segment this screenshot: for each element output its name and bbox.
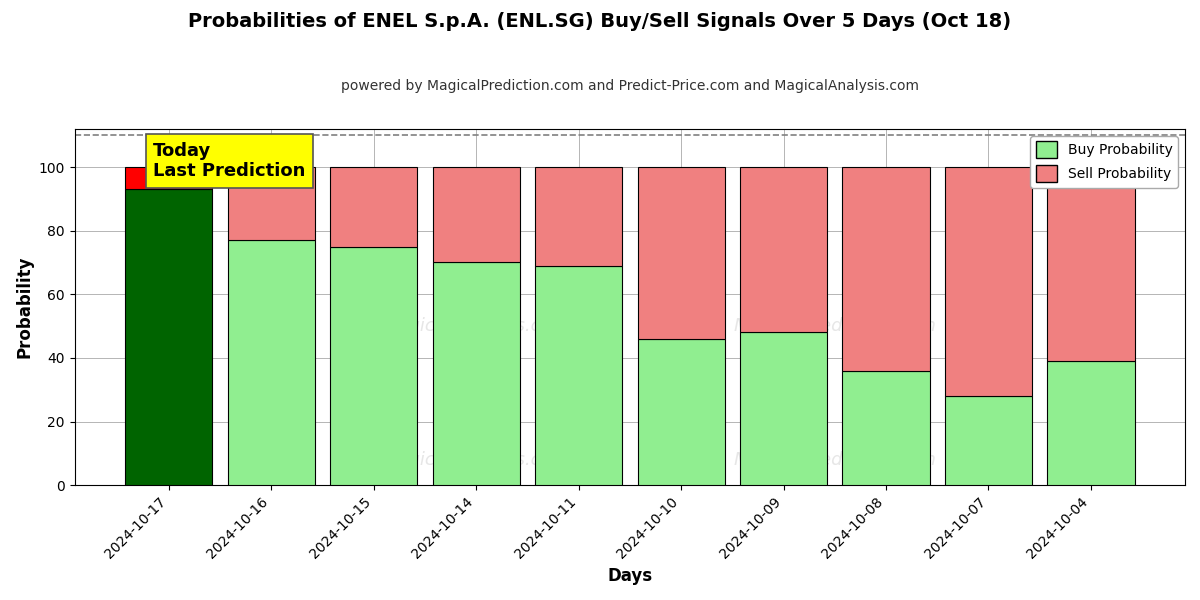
Text: MagicalAnalysis.com: MagicalAnalysis.com <box>383 317 570 335</box>
Bar <box>228 240 314 485</box>
Text: Probabilities of ENEL S.p.A. (ENL.SG) Buy/Sell Signals Over 5 Days (Oct 18): Probabilities of ENEL S.p.A. (ENL.SG) Bu… <box>188 12 1012 31</box>
Legend: Buy Probability, Sell Probability: Buy Probability, Sell Probability <box>1030 136 1178 188</box>
Bar <box>637 167 725 339</box>
Bar <box>842 167 930 371</box>
Bar <box>944 167 1032 396</box>
Bar <box>842 371 930 485</box>
Bar <box>535 266 622 485</box>
Bar <box>637 339 725 485</box>
Text: Today
Last Prediction: Today Last Prediction <box>154 142 306 181</box>
Bar <box>228 167 314 240</box>
Bar <box>740 167 827 332</box>
Bar <box>330 167 418 247</box>
Text: MagicalPrediction.com: MagicalPrediction.com <box>733 451 936 469</box>
X-axis label: Days: Days <box>607 567 653 585</box>
Bar <box>535 167 622 266</box>
Bar <box>125 190 212 485</box>
Title: powered by MagicalPrediction.com and Predict-Price.com and MagicalAnalysis.com: powered by MagicalPrediction.com and Pre… <box>341 79 919 93</box>
Bar <box>432 262 520 485</box>
Text: MagicalPrediction.com: MagicalPrediction.com <box>733 317 936 335</box>
Bar <box>125 167 212 190</box>
Text: MagicalAnalysis.com: MagicalAnalysis.com <box>383 451 570 469</box>
Bar <box>1048 167 1134 361</box>
Bar <box>432 167 520 262</box>
Bar <box>944 396 1032 485</box>
Bar <box>740 332 827 485</box>
Y-axis label: Probability: Probability <box>16 256 34 358</box>
Bar <box>330 247 418 485</box>
Bar <box>1048 361 1134 485</box>
